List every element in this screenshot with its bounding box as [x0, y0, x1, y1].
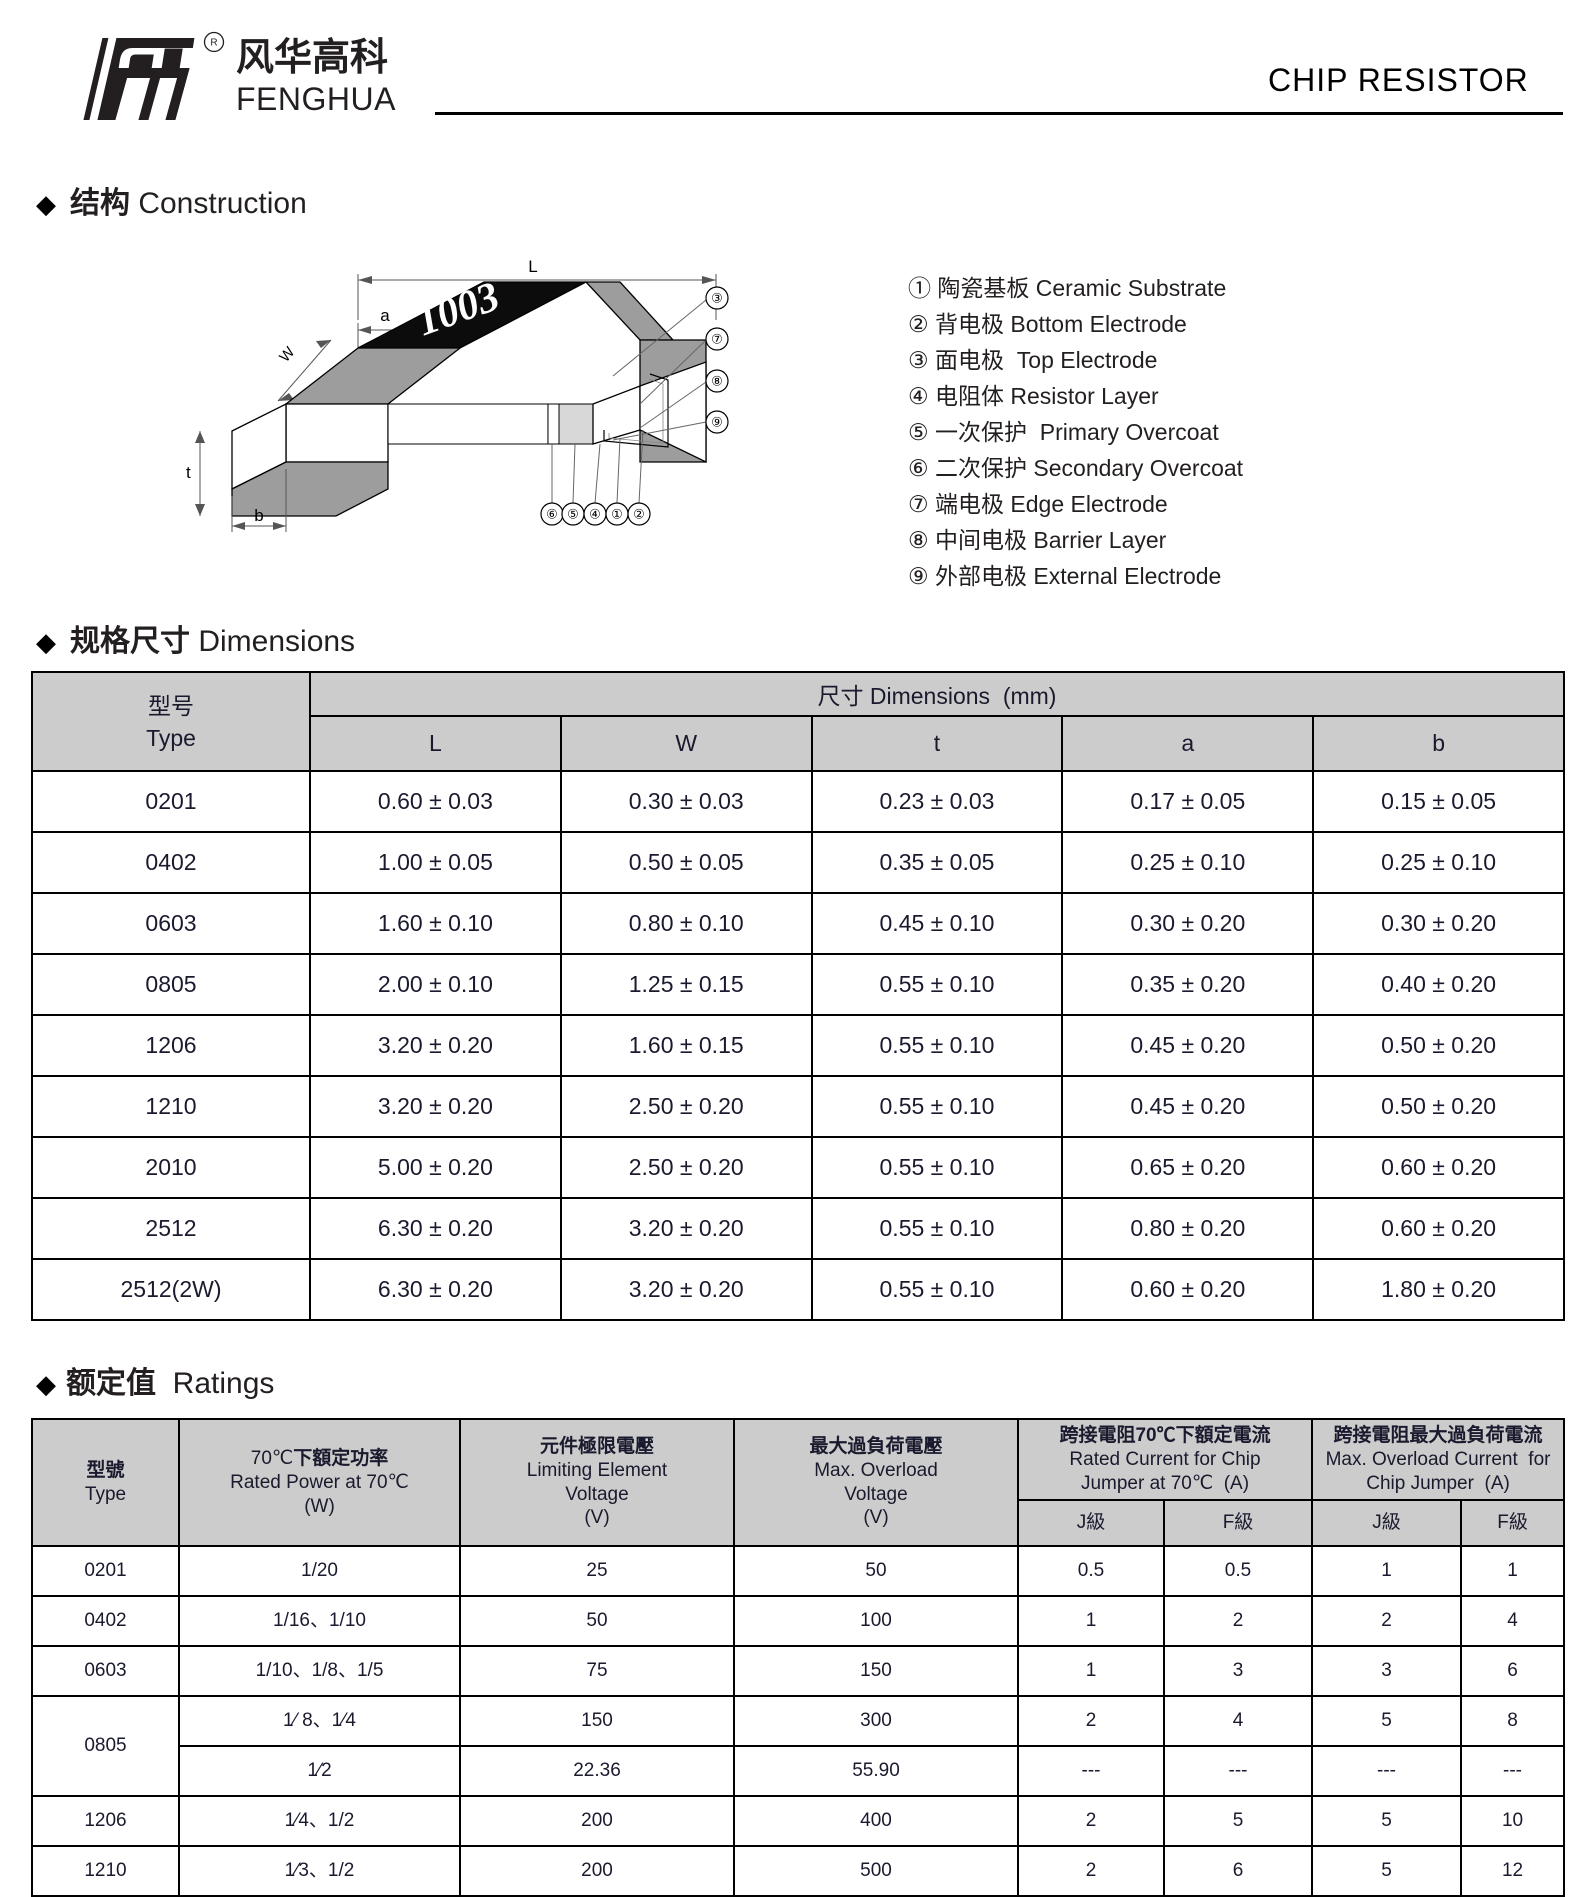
svg-text:⑥: ⑥: [546, 507, 558, 522]
svg-text:L: L: [528, 258, 537, 276]
svg-text:R: R: [210, 38, 217, 49]
svg-text:风华高科: 风华高科: [236, 37, 388, 79]
svg-text:①: ①: [611, 507, 623, 522]
svg-text:t: t: [186, 463, 191, 482]
svg-text:②: ②: [633, 507, 645, 522]
svg-text:⑦: ⑦: [711, 332, 723, 347]
svg-text:b: b: [254, 506, 263, 525]
svg-text:③: ③: [711, 291, 723, 306]
svg-text:FENGHUA: FENGHUA: [236, 81, 396, 117]
svg-text:W: W: [276, 343, 299, 365]
svg-text:⑤: ⑤: [567, 507, 579, 522]
svg-text:④: ④: [589, 507, 601, 522]
svg-text:a: a: [380, 306, 390, 325]
svg-text:⑨: ⑨: [711, 415, 723, 430]
svg-text:⑧: ⑧: [711, 374, 723, 389]
